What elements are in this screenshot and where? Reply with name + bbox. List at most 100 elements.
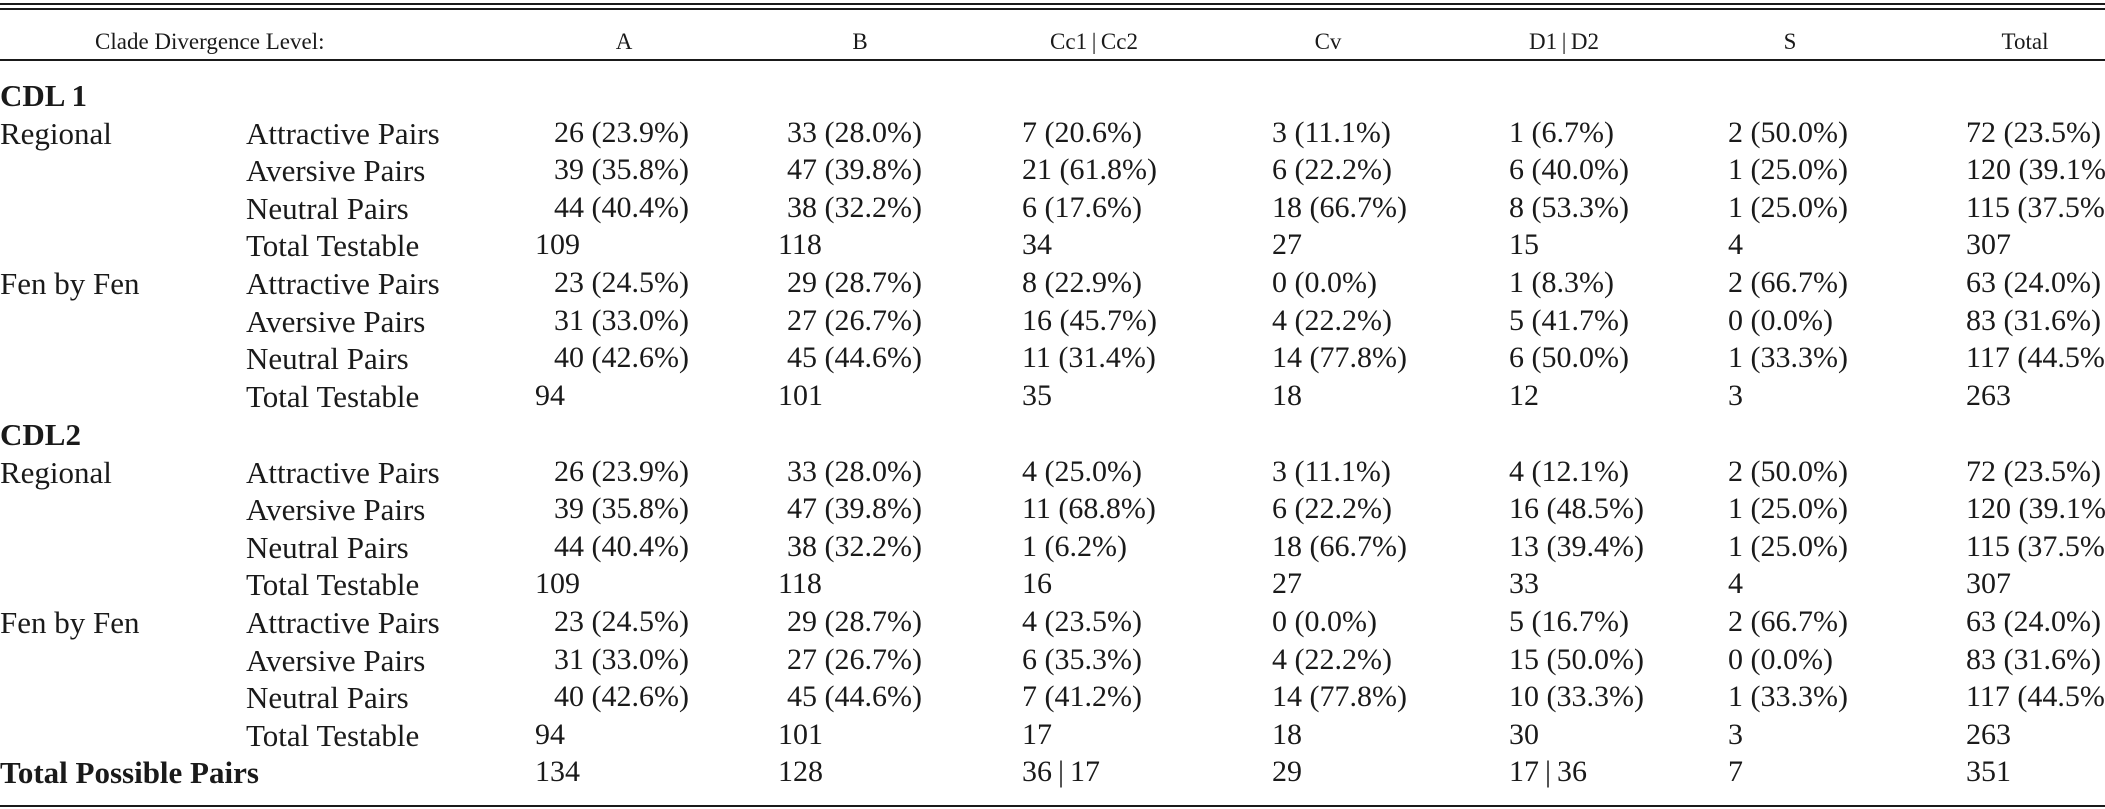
table-cell: 11 (68.8%) (1022, 492, 1156, 525)
top-rule-inner (0, 8, 2105, 10)
table-cell: 34 (1022, 228, 1052, 261)
table-cell: 101 (778, 379, 823, 412)
table-cell: 18 (1272, 718, 1302, 751)
top-rule (0, 3, 2105, 5)
table-cell: 10 (33.3%) (1509, 680, 1644, 713)
table-cell: 3 (11.1%) (1272, 455, 1391, 488)
group-label: Fen by Fen (0, 266, 140, 301)
table-cell: 47 (39.8%) (787, 153, 922, 186)
col-header-a: A (615, 29, 633, 54)
table-cell: 6 (35.3%) (1022, 643, 1142, 676)
table-cell: 33 (28.0%) (787, 455, 922, 488)
table-cell: 8 (22.9%) (1022, 266, 1142, 299)
row-label: Neutral Pairs (246, 530, 409, 565)
table-cell: 38 (32.2%) (787, 530, 922, 563)
table-cell: 16 (1022, 567, 1052, 600)
footer-cell: 36 | 17 (1022, 755, 1101, 788)
col-header-cc: Cc1 | Cc2 (1050, 29, 1138, 54)
row-label: Aversive Pairs (246, 492, 426, 527)
table-cell: 13 (39.4%) (1509, 530, 1644, 563)
table-cell: 18 (66.7%) (1272, 191, 1407, 224)
table-cell: 39 (35.8%) (554, 492, 689, 525)
section-title: CDL2 (0, 417, 81, 452)
table-cell: 17 (1022, 718, 1052, 751)
footer-cell: 7 (1728, 755, 1743, 788)
table-cell: 94 (535, 718, 565, 751)
footer-cell: 128 (778, 755, 823, 788)
group-label: Regional (0, 116, 112, 151)
table-cell: 109 (535, 228, 580, 261)
row-label: Aversive Pairs (246, 304, 426, 339)
footer-cell: 351 (1966, 755, 2011, 788)
table-cell: 26 (23.9%) (554, 455, 689, 488)
table-cell: 6 (17.6%) (1022, 191, 1142, 224)
table-cell: 4 (25.0%) (1022, 455, 1142, 488)
table-cell: 12 (1509, 379, 1539, 412)
table-cell: 18 (1272, 379, 1302, 412)
table-cell: 15 (1509, 228, 1539, 261)
row-label: Total Testable (246, 228, 420, 263)
table-cell: 115 (37.5%) (1966, 530, 2105, 563)
table-cell: 94 (535, 379, 565, 412)
table-cell: 30 (1509, 718, 1539, 751)
table-cell: 0 (0.0%) (1728, 304, 1833, 337)
table-cell: 23 (24.5%) (554, 266, 689, 299)
footer-cell: 17 | 36 (1509, 755, 1588, 788)
table-cell: 27 (26.7%) (787, 643, 922, 676)
table-cell: 39 (35.8%) (554, 153, 689, 186)
table-cell: 29 (28.7%) (787, 605, 922, 638)
table-cell: 63 (24.0%) (1966, 605, 2101, 638)
table-cell: 1 (6.7%) (1509, 116, 1614, 149)
table-cell: 6 (22.2%) (1272, 153, 1392, 186)
row-label: Attractive Pairs (246, 455, 440, 490)
row-label: Attractive Pairs (246, 605, 440, 640)
footer-label: Total Possible Pairs (0, 755, 259, 790)
table-cell: 38 (32.2%) (787, 191, 922, 224)
header-rule (0, 59, 2105, 61)
table-cell: 6 (40.0%) (1509, 153, 1629, 186)
table-cell: 83 (31.6%) (1966, 304, 2101, 337)
table-cell: 16 (48.5%) (1509, 492, 1644, 525)
table-cell: 14 (77.8%) (1272, 341, 1407, 374)
row-label: Neutral Pairs (246, 191, 409, 226)
row-label: Total Testable (246, 379, 420, 414)
table-cell: 18 (66.7%) (1272, 530, 1407, 563)
table-cell: 14 (77.8%) (1272, 680, 1407, 713)
table-cell: 35 (1022, 379, 1052, 412)
table-cell: 263 (1966, 379, 2011, 412)
table-cell: 117 (44.5%) (1966, 341, 2105, 374)
table-cell: 26 (23.9%) (554, 116, 689, 149)
row-label: Total Testable (246, 567, 420, 602)
table-cell: 1 (8.3%) (1509, 266, 1614, 299)
table-cell: 27 (1272, 567, 1302, 600)
table-cell: 101 (778, 718, 823, 751)
table-cell: 4 (1728, 567, 1743, 600)
bottom-rule (0, 805, 2105, 807)
table-cell: 63 (24.0%) (1966, 266, 2101, 299)
row-label: Aversive Pairs (246, 643, 426, 678)
table-cell: 4 (1728, 228, 1743, 261)
col-header-cv: Cv (1314, 29, 1342, 54)
table-cell: 109 (535, 567, 580, 600)
table-cell: 307 (1966, 228, 2011, 261)
table-cell: 115 (37.5%) (1966, 191, 2105, 224)
table-cell: 3 (11.1%) (1272, 116, 1391, 149)
table-cell: 72 (23.5%) (1966, 455, 2101, 488)
header-label: Clade Divergence Level: (95, 29, 325, 54)
table-cell: 31 (33.0%) (554, 304, 689, 337)
table-cell: 83 (31.6%) (1966, 643, 2101, 676)
table-cell: 6 (22.2%) (1272, 492, 1392, 525)
table-cell: 40 (42.6%) (554, 680, 689, 713)
row-label: Attractive Pairs (246, 116, 440, 151)
group-label: Fen by Fen (0, 605, 140, 640)
table-cell: 45 (44.6%) (787, 341, 922, 374)
table-cell: 118 (778, 567, 822, 600)
table-cell: 1 (25.0%) (1728, 191, 1848, 224)
row-label: Neutral Pairs (246, 680, 409, 715)
group-label: Regional (0, 455, 112, 490)
table-cell: 263 (1966, 718, 2011, 751)
table-cell: 117 (44.5%) (1966, 680, 2105, 713)
table-cell: 29 (28.7%) (787, 266, 922, 299)
table-cell: 44 (40.4%) (554, 191, 689, 224)
table-cell: 4 (23.5%) (1022, 605, 1142, 638)
